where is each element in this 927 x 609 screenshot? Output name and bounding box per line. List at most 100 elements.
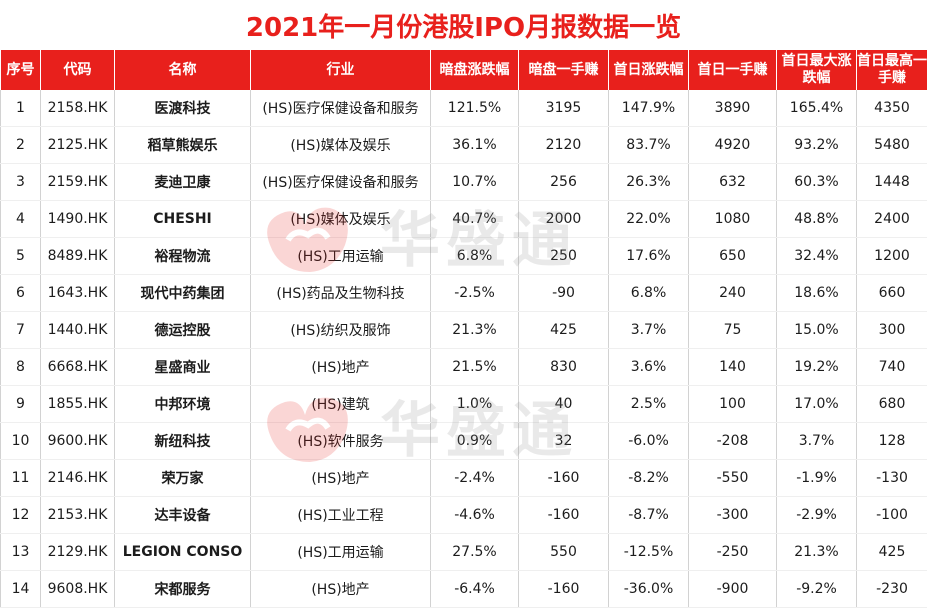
- day1-change-cell: 6.8%: [608, 274, 689, 312]
- table-row: 8 6668.HK 星盛商业 (HS)地产 21.5% 830 3.6% 140 19.2% 74…: [0, 348, 927, 386]
- dark-change-cell: 6.8%: [430, 237, 519, 275]
- stock-name-cell: 德运控股: [114, 311, 251, 349]
- table-row: 6 1643.HK 现代中药集团 (HS)药品及生物科技 -2.5% -90 6.8% 240…: [0, 274, 927, 312]
- day1-change-cell: -6.0%: [608, 422, 689, 460]
- dark-lot-profit-cell: 830: [518, 348, 609, 386]
- industry-cell: (HS)工用运输: [250, 533, 431, 571]
- table-row: 5 8489.HK 裕程物流 (HS)工用运输 6.8% 250 17.6% 650 32.4%…: [0, 237, 927, 275]
- dark-lot-profit-cell: 256: [518, 163, 609, 201]
- industry-cell: (HS)医疗保健设备和服务: [250, 163, 431, 201]
- row-number-cell: 14: [0, 570, 41, 608]
- day1-max-lot-profit-cell: -130: [856, 459, 927, 497]
- row-number-cell: 10: [0, 422, 41, 460]
- day1-max-change-cell: 3.7%: [776, 422, 857, 460]
- day1-max-lot-profit-cell: 425: [856, 533, 927, 571]
- row-number-cell: 5: [0, 237, 41, 275]
- day1-max-lot-profit-cell: 660: [856, 274, 927, 312]
- dark-lot-profit-cell: -160: [518, 570, 609, 608]
- day1-max-change-cell: 18.6%: [776, 274, 857, 312]
- day1-change-cell: 3.7%: [608, 311, 689, 349]
- day1-max-lot-profit-cell: -100: [856, 496, 927, 534]
- day1-max-lot-profit-cell: 1448: [856, 163, 927, 201]
- dark-change-cell: 27.5%: [430, 533, 519, 571]
- table-row: 14 9608.HK 宋都服务 (HS)地产 -6.4% -160 -36.0% -900 -9…: [0, 570, 927, 608]
- day1-max-change-cell: 15.0%: [776, 311, 857, 349]
- dark-lot-profit-cell: 550: [518, 533, 609, 571]
- stock-name-cell: 荣万家: [114, 459, 251, 497]
- stock-code-cell: 1855.HK: [40, 385, 115, 423]
- stock-code-cell: 2125.HK: [40, 126, 115, 164]
- dark-change-cell: 1.0%: [430, 385, 519, 423]
- day1-max-change-cell: 32.4%: [776, 237, 857, 275]
- day1-lot-profit-cell: -250: [688, 533, 777, 571]
- day1-change-cell: 3.6%: [608, 348, 689, 386]
- dark-change-cell: 40.7%: [430, 200, 519, 238]
- day1-max-lot-profit-cell: 2400: [856, 200, 927, 238]
- table-row: 11 2146.HK 荣万家 (HS)地产 -2.4% -160 -8.2% -550 -1.9…: [0, 459, 927, 497]
- day1-lot-profit-cell: -208: [688, 422, 777, 460]
- day1-max-lot-profit-cell: -230: [856, 570, 927, 608]
- dark-lot-profit-cell: 2000: [518, 200, 609, 238]
- stock-code-cell: 2129.HK: [40, 533, 115, 571]
- table-row: 12 2153.HK 达丰设备 (HS)工业工程 -4.6% -160 -8.7% -300-…: [0, 496, 927, 534]
- stock-name-cell: CHESHI: [114, 200, 251, 238]
- day1-change-cell: 26.3%: [608, 163, 689, 201]
- column-header: 名称: [114, 50, 251, 90]
- industry-cell: (HS)媒体及娱乐: [250, 200, 431, 238]
- day1-lot-profit-cell: 3890: [688, 90, 777, 127]
- dark-change-cell: 21.5%: [430, 348, 519, 386]
- row-number-cell: 6: [0, 274, 41, 312]
- column-header: 暗盘涨跌幅: [430, 50, 519, 90]
- dark-change-cell: 36.1%: [430, 126, 519, 164]
- row-number-cell: 7: [0, 311, 41, 349]
- table-row: 7 1440.HK 德运控股 (HS)纺织及服饰 21.3% 425 3.7% 75 15.0%…: [0, 311, 927, 349]
- table-row: 10 9600.HK 新纽科技 (HS)软件服务 0.9% 32 -6.0% -208 3.7%…: [0, 422, 927, 460]
- dark-lot-profit-cell: 3195: [518, 90, 609, 127]
- row-number-cell: 12: [0, 496, 41, 534]
- dark-change-cell: -2.5%: [430, 274, 519, 312]
- table-row: 9 1855.HK 中邦环境 (HS)建筑 1.0% 40 2.5% 100 17.0% 680: [0, 385, 927, 423]
- table-row: 1 2158.HK 医渡科技 (HS)医疗保健设备和服务 121.5% 3195 147.9…: [0, 90, 927, 127]
- stock-code-cell: 6668.HK: [40, 348, 115, 386]
- dark-lot-profit-cell: 425: [518, 311, 609, 349]
- day1-max-change-cell: 19.2%: [776, 348, 857, 386]
- day1-max-lot-profit-cell: 4350: [856, 90, 927, 127]
- stock-code-cell: 1490.HK: [40, 200, 115, 238]
- row-number-cell: 9: [0, 385, 41, 423]
- dark-change-cell: -6.4%: [430, 570, 519, 608]
- column-header: 暗盘一手赚: [518, 50, 609, 90]
- dark-change-cell: 21.3%: [430, 311, 519, 349]
- industry-cell: (HS)地产: [250, 348, 431, 386]
- day1-max-change-cell: 48.8%: [776, 200, 857, 238]
- ipo-table: 序号 代码 名称 行业 暗盘涨跌幅 暗盘一手赚 首日涨跌幅 首日一手赚 首日最大涨跌幅 首日最高一…: [0, 50, 927, 608]
- day1-max-change-cell: 165.4%: [776, 90, 857, 127]
- industry-cell: (HS)媒体及娱乐: [250, 126, 431, 164]
- day1-lot-profit-cell: 140: [688, 348, 777, 386]
- industry-cell: (HS)软件服务: [250, 422, 431, 460]
- day1-max-change-cell: 17.0%: [776, 385, 857, 423]
- industry-cell: (HS)药品及生物科技: [250, 274, 431, 312]
- day1-lot-profit-cell: 100: [688, 385, 777, 423]
- dark-lot-profit-cell: 40: [518, 385, 609, 423]
- stock-code-cell: 8489.HK: [40, 237, 115, 275]
- dark-lot-profit-cell: 32: [518, 422, 609, 460]
- day1-max-change-cell: -9.2%: [776, 570, 857, 608]
- day1-lot-profit-cell: 632: [688, 163, 777, 201]
- day1-change-cell: -12.5%: [608, 533, 689, 571]
- stock-code-cell: 1643.HK: [40, 274, 115, 312]
- row-number-cell: 11: [0, 459, 41, 497]
- day1-max-change-cell: -2.9%: [776, 496, 857, 534]
- dark-change-cell: -4.6%: [430, 496, 519, 534]
- day1-max-lot-profit-cell: 128: [856, 422, 927, 460]
- dark-lot-profit-cell: -90: [518, 274, 609, 312]
- day1-lot-profit-cell: 75: [688, 311, 777, 349]
- stock-name-cell: 裕程物流: [114, 237, 251, 275]
- stock-name-cell: 麦迪卫康: [114, 163, 251, 201]
- stock-name-cell: 现代中药集团: [114, 274, 251, 312]
- row-number-cell: 3: [0, 163, 41, 201]
- stock-code-cell: 9600.HK: [40, 422, 115, 460]
- day1-max-change-cell: -1.9%: [776, 459, 857, 497]
- stock-name-cell: 医渡科技: [114, 90, 251, 127]
- dark-lot-profit-cell: -160: [518, 496, 609, 534]
- row-number-cell: 8: [0, 348, 41, 386]
